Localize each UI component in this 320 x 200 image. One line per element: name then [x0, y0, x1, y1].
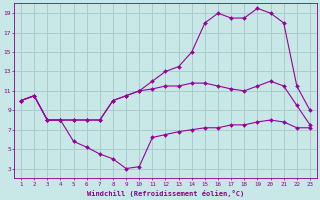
X-axis label: Windchill (Refroidissement éolien,°C): Windchill (Refroidissement éolien,°C): [87, 190, 244, 197]
